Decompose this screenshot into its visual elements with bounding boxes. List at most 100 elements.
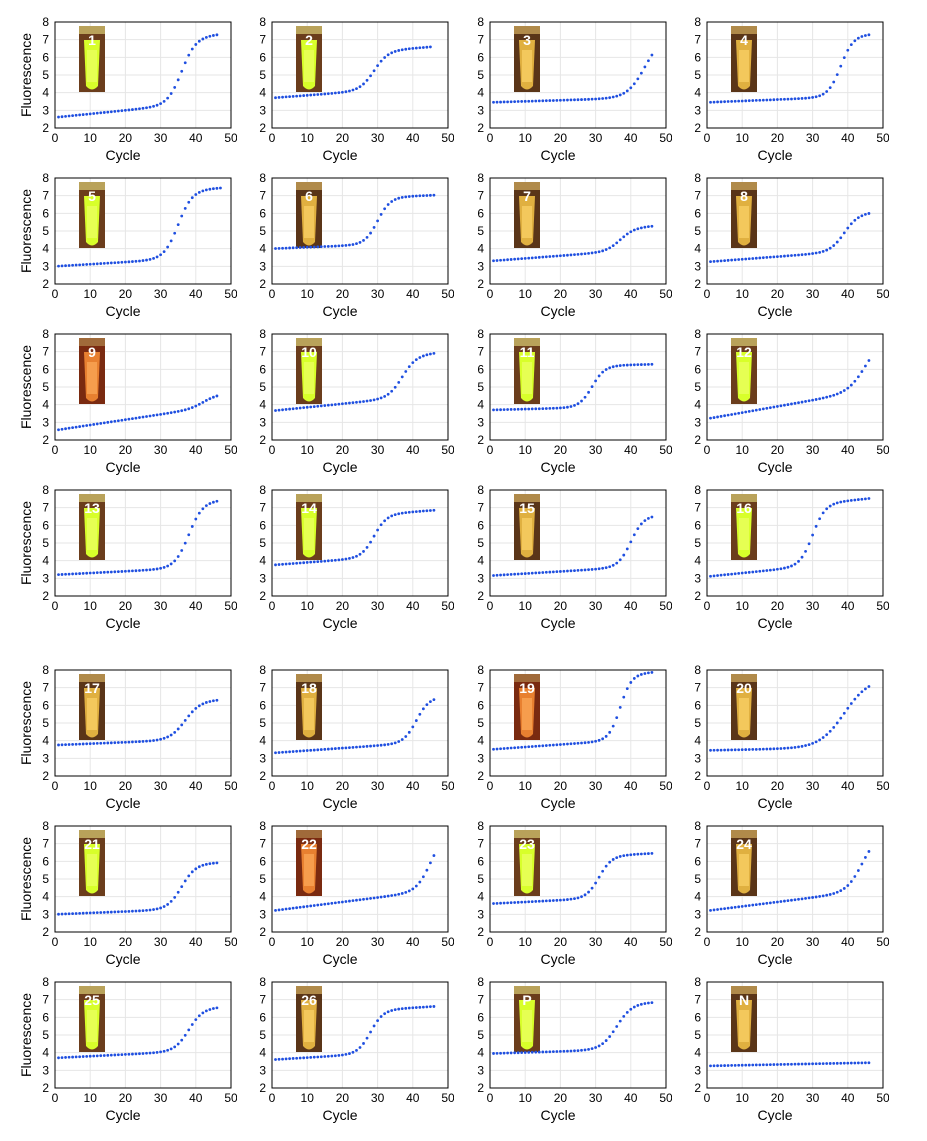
x-tick-label: 20 [119, 935, 133, 949]
data-point [797, 745, 800, 749]
data-point [330, 901, 334, 905]
data-point [291, 750, 295, 753]
data-point [414, 510, 418, 514]
data-point [145, 739, 148, 743]
data-point [208, 187, 212, 191]
x-tick-label: 0 [487, 599, 494, 613]
data-point [212, 500, 215, 504]
data-point [432, 1005, 436, 1008]
data-point [853, 218, 857, 222]
data-point [846, 48, 850, 52]
tube-image [731, 830, 757, 896]
data-point [344, 243, 348, 247]
x-tick-label: 40 [406, 1091, 420, 1105]
data-point [134, 107, 138, 111]
data-point [148, 1051, 152, 1055]
y-tick-label: 2 [694, 769, 701, 783]
data-point [407, 47, 411, 51]
data-point [534, 1050, 538, 1054]
data-point [551, 1050, 555, 1054]
data-point [176, 78, 180, 82]
data-point [509, 258, 513, 261]
data-point [284, 408, 288, 411]
data-point [190, 870, 194, 874]
data-point [92, 911, 96, 915]
data-point [737, 571, 741, 575]
plot-frame [706, 489, 884, 597]
x-tick-label: 40 [624, 599, 638, 613]
data-point [348, 1052, 351, 1055]
y-tick-label: 2 [42, 433, 49, 447]
data-point [88, 423, 92, 427]
tube-cap [296, 674, 322, 682]
y-tick-label: 2 [259, 121, 266, 135]
plot-frame [54, 333, 232, 441]
tube-label: 10 [301, 344, 317, 360]
data-point [853, 875, 857, 878]
tube-cap [296, 182, 322, 190]
data-point [647, 362, 650, 366]
data-point [88, 112, 92, 116]
x-tick-label: 0 [52, 599, 59, 613]
data-point [527, 900, 531, 904]
data-point [148, 105, 152, 109]
data-point [828, 893, 832, 896]
plot-frame [271, 981, 449, 1089]
y-tick-label: 7 [42, 345, 49, 359]
data-point [138, 259, 141, 263]
tube-label: 5 [88, 188, 96, 204]
data-point [647, 852, 650, 855]
data-point [358, 898, 362, 902]
plot-frame [706, 177, 884, 285]
data-point [846, 226, 850, 230]
data-point [312, 93, 316, 97]
data-point [393, 198, 397, 201]
data-point [629, 540, 633, 544]
x-axis-label: Cycle [757, 1107, 792, 1123]
data-point [330, 91, 334, 95]
data-point [555, 1050, 559, 1053]
data-point [309, 1055, 313, 1059]
data-point [277, 563, 281, 566]
data-point [867, 359, 871, 362]
data-point [141, 259, 145, 262]
data-point [537, 407, 541, 411]
data-point [860, 214, 864, 218]
data-point [723, 907, 726, 910]
data-point [102, 1054, 106, 1057]
data-point [636, 363, 640, 367]
data-point [215, 698, 219, 702]
data-point [587, 97, 590, 101]
data-point [305, 561, 309, 564]
data-point [351, 556, 355, 559]
data-point [800, 400, 804, 404]
x-axis-label: Cycle [322, 459, 357, 475]
x-tick-label: 10 [736, 1091, 750, 1105]
data-point [344, 900, 348, 903]
y-tick-label: 2 [477, 589, 484, 603]
data-point [180, 1038, 184, 1042]
data-point [194, 43, 198, 46]
data-point [71, 426, 74, 430]
data-point [414, 719, 418, 722]
y-tick-label: 6 [694, 1010, 701, 1024]
x-tick-label: 50 [659, 287, 672, 301]
data-point [509, 573, 513, 576]
data-point [530, 256, 534, 260]
data-point [559, 1049, 562, 1053]
data-point [740, 748, 744, 752]
data-point [365, 235, 369, 239]
data-point [856, 375, 860, 379]
data-point [835, 721, 839, 725]
data-point [411, 725, 415, 729]
data-point [776, 1063, 779, 1066]
data-point [78, 742, 82, 746]
data-point [81, 911, 85, 915]
data-point [754, 408, 758, 412]
plot-frame [54, 825, 232, 933]
data-point [864, 364, 867, 368]
tube-image [514, 26, 540, 92]
data-point [523, 900, 527, 904]
